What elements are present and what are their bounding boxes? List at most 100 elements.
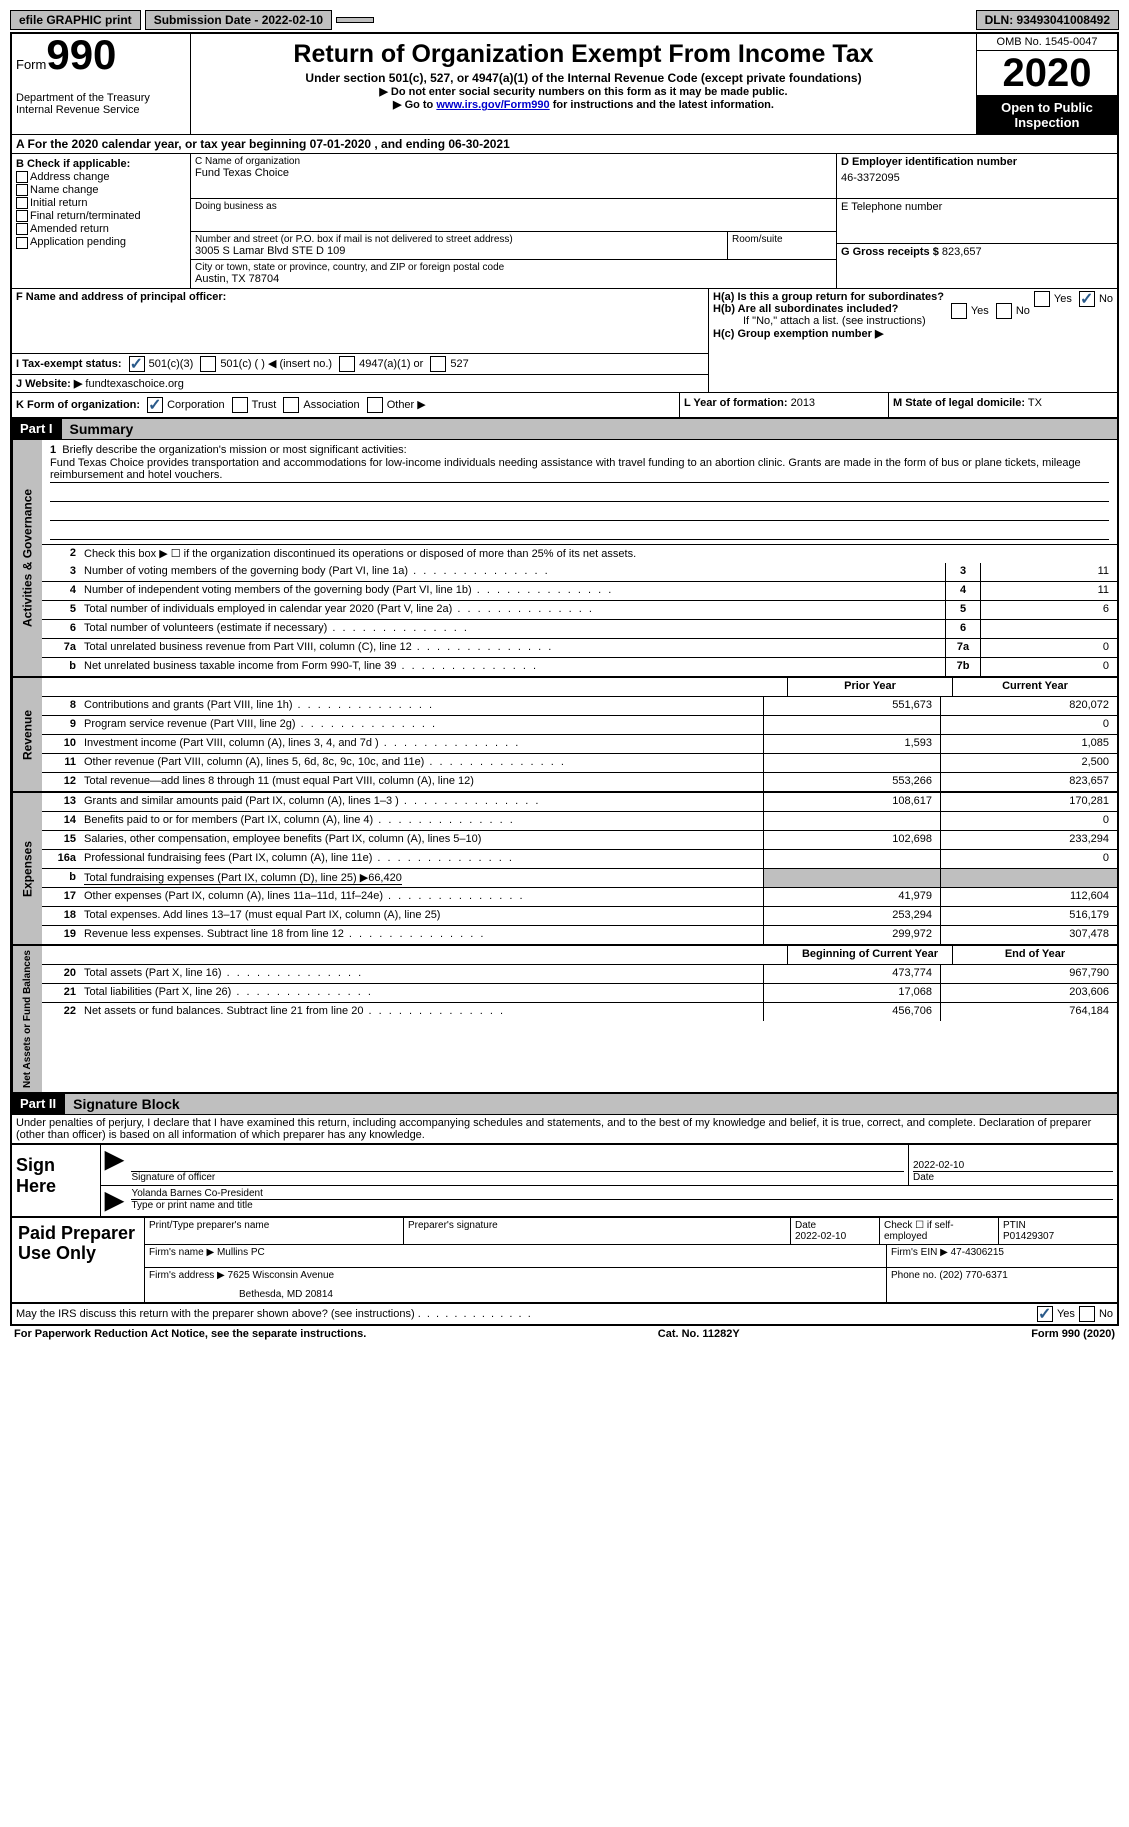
chk-501c3[interactable]	[129, 356, 145, 372]
line14-current: 0	[940, 812, 1117, 830]
form-number: 990	[46, 31, 116, 78]
ein-label: D Employer identification number	[841, 156, 1113, 168]
net-assets-section: Net Assets or Fund Balances Beginning of…	[10, 946, 1119, 1094]
form-of-org: K Form of organization: Corporation Trus…	[12, 393, 679, 417]
chk-501c[interactable]	[200, 356, 216, 372]
chk-app-pending[interactable]	[16, 237, 28, 249]
part1-title: Summary	[61, 419, 1117, 439]
line5-desc: Total number of individuals employed in …	[80, 601, 945, 619]
line13-prior: 108,617	[763, 793, 940, 811]
line15-desc: Salaries, other compensation, employee b…	[80, 831, 763, 849]
line11-desc: Other revenue (Part VIII, column (A), li…	[80, 754, 763, 772]
expenses-section: Expenses 13 Grants and similar amounts p…	[10, 793, 1119, 946]
dba-label: Doing business as	[195, 201, 832, 212]
line19-prior: 299,972	[763, 926, 940, 944]
chk-final-return[interactable]	[16, 210, 28, 222]
line3-val: 11	[980, 563, 1117, 581]
chk-amended[interactable]	[16, 223, 28, 235]
caret-icon-2: ▶	[101, 1186, 127, 1216]
open-to-public: Open to Public Inspection	[977, 96, 1117, 134]
chk-address-change[interactable]	[16, 171, 28, 183]
line14-desc: Benefits paid to or for members (Part IX…	[80, 812, 763, 830]
chk-hb-no[interactable]	[996, 303, 1012, 319]
city-state-zip: Austin, TX 78704	[195, 273, 832, 285]
part2-label: Part II	[12, 1094, 64, 1114]
chk-4947[interactable]	[339, 356, 355, 372]
revenue-vert-label: Revenue	[12, 678, 42, 791]
line16b-desc: Total fundraising expenses (Part IX, col…	[80, 869, 763, 887]
ptin-value: P01429307	[1003, 1231, 1113, 1242]
col-d-ein-block: D Employer identification number 46-3372…	[836, 154, 1117, 288]
ptin-label: PTIN	[1003, 1220, 1113, 1231]
line-a-tax-year: A For the 2020 calendar year, or tax yea…	[10, 134, 1119, 154]
firm-addr1: 7625 Wisconsin Avenue	[228, 1270, 335, 1281]
paid-preparer-label: Paid Preparer Use Only	[12, 1218, 144, 1302]
chk-ha-no[interactable]	[1079, 291, 1095, 307]
sign-here-label: Sign Here	[12, 1145, 100, 1216]
efile-button[interactable]: efile GRAPHIC print	[10, 10, 141, 30]
line15-prior: 102,698	[763, 831, 940, 849]
chk-corporation[interactable]	[147, 397, 163, 413]
org-name-label: C Name of organization	[195, 156, 832, 167]
firm-phone-label: Phone no.	[891, 1270, 937, 1281]
footer-right: Form 990 (2020)	[1031, 1328, 1115, 1340]
form-header: Form990 Department of the Treasury Inter…	[10, 32, 1119, 134]
row-k: K Form of organization: Corporation Trus…	[10, 392, 1119, 419]
chk-association[interactable]	[283, 397, 299, 413]
line21-current: 203,606	[940, 984, 1117, 1002]
irs-link[interactable]: www.irs.gov/Form990	[436, 99, 549, 111]
chk-ha-yes[interactable]	[1034, 291, 1050, 307]
line7a-desc: Total unrelated business revenue from Pa…	[80, 639, 945, 657]
col-b-checkboxes: B Check if applicable: Address change Na…	[12, 154, 191, 288]
principal-officer-block: F Name and address of principal officer:…	[12, 289, 708, 392]
chk-initial-return[interactable]	[16, 197, 28, 209]
header-right-block: OMB No. 1545-0047 2020 Open to Public In…	[976, 34, 1117, 134]
prior-year-header: Prior Year	[787, 678, 952, 696]
org-name: Fund Texas Choice	[195, 167, 832, 179]
group-return-block: H(a) Is this a group return for subordin…	[708, 289, 1117, 392]
line10-current: 1,085	[940, 735, 1117, 753]
line16a-desc: Professional fundraising fees (Part IX, …	[80, 850, 763, 868]
name-title-label: Type or print name and title	[131, 1199, 1113, 1211]
website-row: J Website: ▶ fundtexaschoice.org	[12, 374, 708, 392]
gross-receipts-value: 823,657	[942, 246, 982, 258]
top-bar: efile GRAPHIC print Submission Date - 20…	[10, 10, 1119, 30]
line19-desc: Revenue less expenses. Subtract line 18 …	[80, 926, 763, 944]
line18-current: 516,179	[940, 907, 1117, 925]
chk-hb-yes[interactable]	[951, 303, 967, 319]
chk-discuss-no[interactable]	[1079, 1306, 1095, 1322]
line8-desc: Contributions and grants (Part VIII, lin…	[80, 697, 763, 715]
line12-desc: Total revenue—add lines 8 through 11 (mu…	[80, 773, 763, 791]
line4-val: 11	[980, 582, 1117, 600]
chk-527[interactable]	[430, 356, 446, 372]
prep-date-label: Date	[795, 1220, 875, 1231]
line2-desc: Check this box ▶ ☐ if the organization d…	[80, 545, 1117, 563]
sig-date-label: Date	[913, 1171, 1113, 1183]
footer-left: For Paperwork Reduction Act Notice, see …	[14, 1328, 366, 1340]
firm-ein: 47-4306215	[951, 1247, 1004, 1258]
line17-prior: 41,979	[763, 888, 940, 906]
line17-desc: Other expenses (Part IX, column (A), lin…	[80, 888, 763, 906]
line8-prior: 551,673	[763, 697, 940, 715]
line6-val	[980, 620, 1117, 638]
mission-block: 1 Briefly describe the organization's mi…	[42, 440, 1117, 545]
governance-vert-label: Activities & Governance	[12, 440, 42, 676]
year-formation: L Year of formation: 2013	[679, 393, 888, 417]
boy-header: Beginning of Current Year	[787, 946, 952, 964]
chk-other[interactable]	[367, 397, 383, 413]
line7b-val: 0	[980, 658, 1117, 676]
state-domicile: M State of legal domicile: TX	[888, 393, 1117, 417]
line17-current: 112,604	[940, 888, 1117, 906]
prep-date-val: 2022-02-10	[795, 1231, 875, 1242]
chk-trust[interactable]	[232, 397, 248, 413]
chk-discuss-yes[interactable]	[1037, 1306, 1053, 1322]
dln-label: DLN: 93493041008492	[976, 10, 1119, 30]
prep-print-name: Print/Type preparer's name	[145, 1218, 404, 1244]
chk-name-change[interactable]	[16, 184, 28, 196]
addr-label: Number and street (or P.O. box if mail i…	[195, 234, 723, 245]
irs-discuss-row: May the IRS discuss this return with the…	[10, 1304, 1119, 1326]
form-title: Return of Organization Exempt From Incom…	[195, 40, 972, 69]
line16a-prior	[763, 850, 940, 868]
line9-desc: Program service revenue (Part VIII, line…	[80, 716, 763, 734]
col-c-org-info: C Name of organization Fund Texas Choice…	[191, 154, 836, 288]
